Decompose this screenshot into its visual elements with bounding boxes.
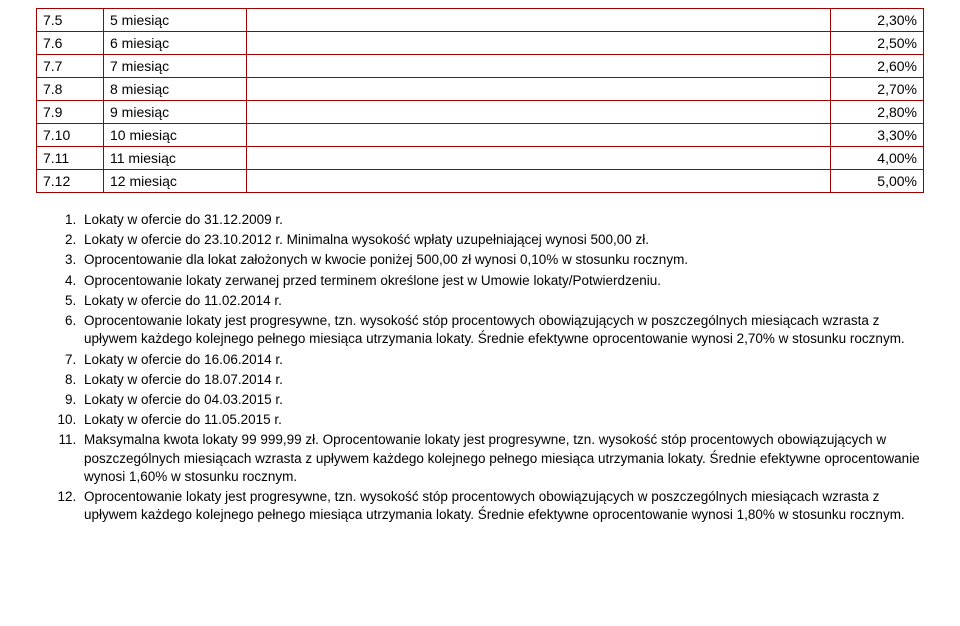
row-rate: 4,00%: [831, 147, 924, 170]
row-mid: [247, 32, 831, 55]
list-item: Lokaty w ofercie do 04.03.2015 r.: [80, 391, 924, 409]
row-label: 7 miesiąc: [104, 55, 247, 78]
list-item: Oprocentowanie dla lokat założonych w kw…: [80, 251, 924, 269]
row-num: 7.9: [37, 101, 104, 124]
list-item: Oprocentowanie lokaty zerwanej przed ter…: [80, 272, 924, 290]
row-label: 11 miesiąc: [104, 147, 247, 170]
list-item: Oprocentowanie lokaty jest progresywne, …: [80, 488, 924, 524]
row-num: 7.12: [37, 170, 104, 193]
list-item: Maksymalna kwota lokaty 99 999,99 zł. Op…: [80, 431, 924, 486]
row-label: 8 miesiąc: [104, 78, 247, 101]
table-row: 7.11 11 miesiąc 4,00%: [37, 147, 924, 170]
row-mid: [247, 124, 831, 147]
row-mid: [247, 170, 831, 193]
row-mid: [247, 78, 831, 101]
row-label: 12 miesiąc: [104, 170, 247, 193]
row-num: 7.7: [37, 55, 104, 78]
table-row: 7.5 5 miesiąc 2,30%: [37, 9, 924, 32]
list-item: Lokaty w ofercie do 31.12.2009 r.: [80, 211, 924, 229]
row-label: 10 miesiąc: [104, 124, 247, 147]
list-item: Lokaty w ofercie do 18.07.2014 r.: [80, 371, 924, 389]
row-rate: 3,30%: [831, 124, 924, 147]
row-label: 9 miesiąc: [104, 101, 247, 124]
table-row: 7.9 9 miesiąc 2,80%: [37, 101, 924, 124]
table-row: 7.10 10 miesiąc 3,30%: [37, 124, 924, 147]
row-label: 5 miesiąc: [104, 9, 247, 32]
row-rate: 2,60%: [831, 55, 924, 78]
row-mid: [247, 101, 831, 124]
list-item: Lokaty w ofercie do 11.02.2014 r.: [80, 292, 924, 310]
row-rate: 5,00%: [831, 170, 924, 193]
table-row: 7.7 7 miesiąc 2,60%: [37, 55, 924, 78]
row-mid: [247, 147, 831, 170]
rates-table-body: 7.5 5 miesiąc 2,30% 7.6 6 miesiąc 2,50% …: [37, 9, 924, 193]
rates-table: 7.5 5 miesiąc 2,30% 7.6 6 miesiąc 2,50% …: [36, 8, 924, 193]
table-row: 7.6 6 miesiąc 2,50%: [37, 32, 924, 55]
table-row: 7.8 8 miesiąc 2,70%: [37, 78, 924, 101]
list-item: Lokaty w ofercie do 16.06.2014 r.: [80, 351, 924, 369]
list-item: Lokaty w ofercie do 23.10.2012 r. Minima…: [80, 231, 924, 249]
row-num: 7.11: [37, 147, 104, 170]
row-rate: 2,50%: [831, 32, 924, 55]
page: 7.5 5 miesiąc 2,30% 7.6 6 miesiąc 2,50% …: [0, 0, 960, 547]
row-rate: 2,30%: [831, 9, 924, 32]
list-item: Oprocentowanie lokaty jest progresywne, …: [80, 312, 924, 348]
row-num: 7.10: [37, 124, 104, 147]
notes-list: Lokaty w ofercie do 31.12.2009 r. Lokaty…: [80, 211, 924, 525]
table-row: 7.12 12 miesiąc 5,00%: [37, 170, 924, 193]
row-num: 7.5: [37, 9, 104, 32]
row-num: 7.6: [37, 32, 104, 55]
row-mid: [247, 9, 831, 32]
row-rate: 2,80%: [831, 101, 924, 124]
row-label: 6 miesiąc: [104, 32, 247, 55]
list-item: Lokaty w ofercie do 11.05.2015 r.: [80, 411, 924, 429]
row-rate: 2,70%: [831, 78, 924, 101]
row-mid: [247, 55, 831, 78]
row-num: 7.8: [37, 78, 104, 101]
